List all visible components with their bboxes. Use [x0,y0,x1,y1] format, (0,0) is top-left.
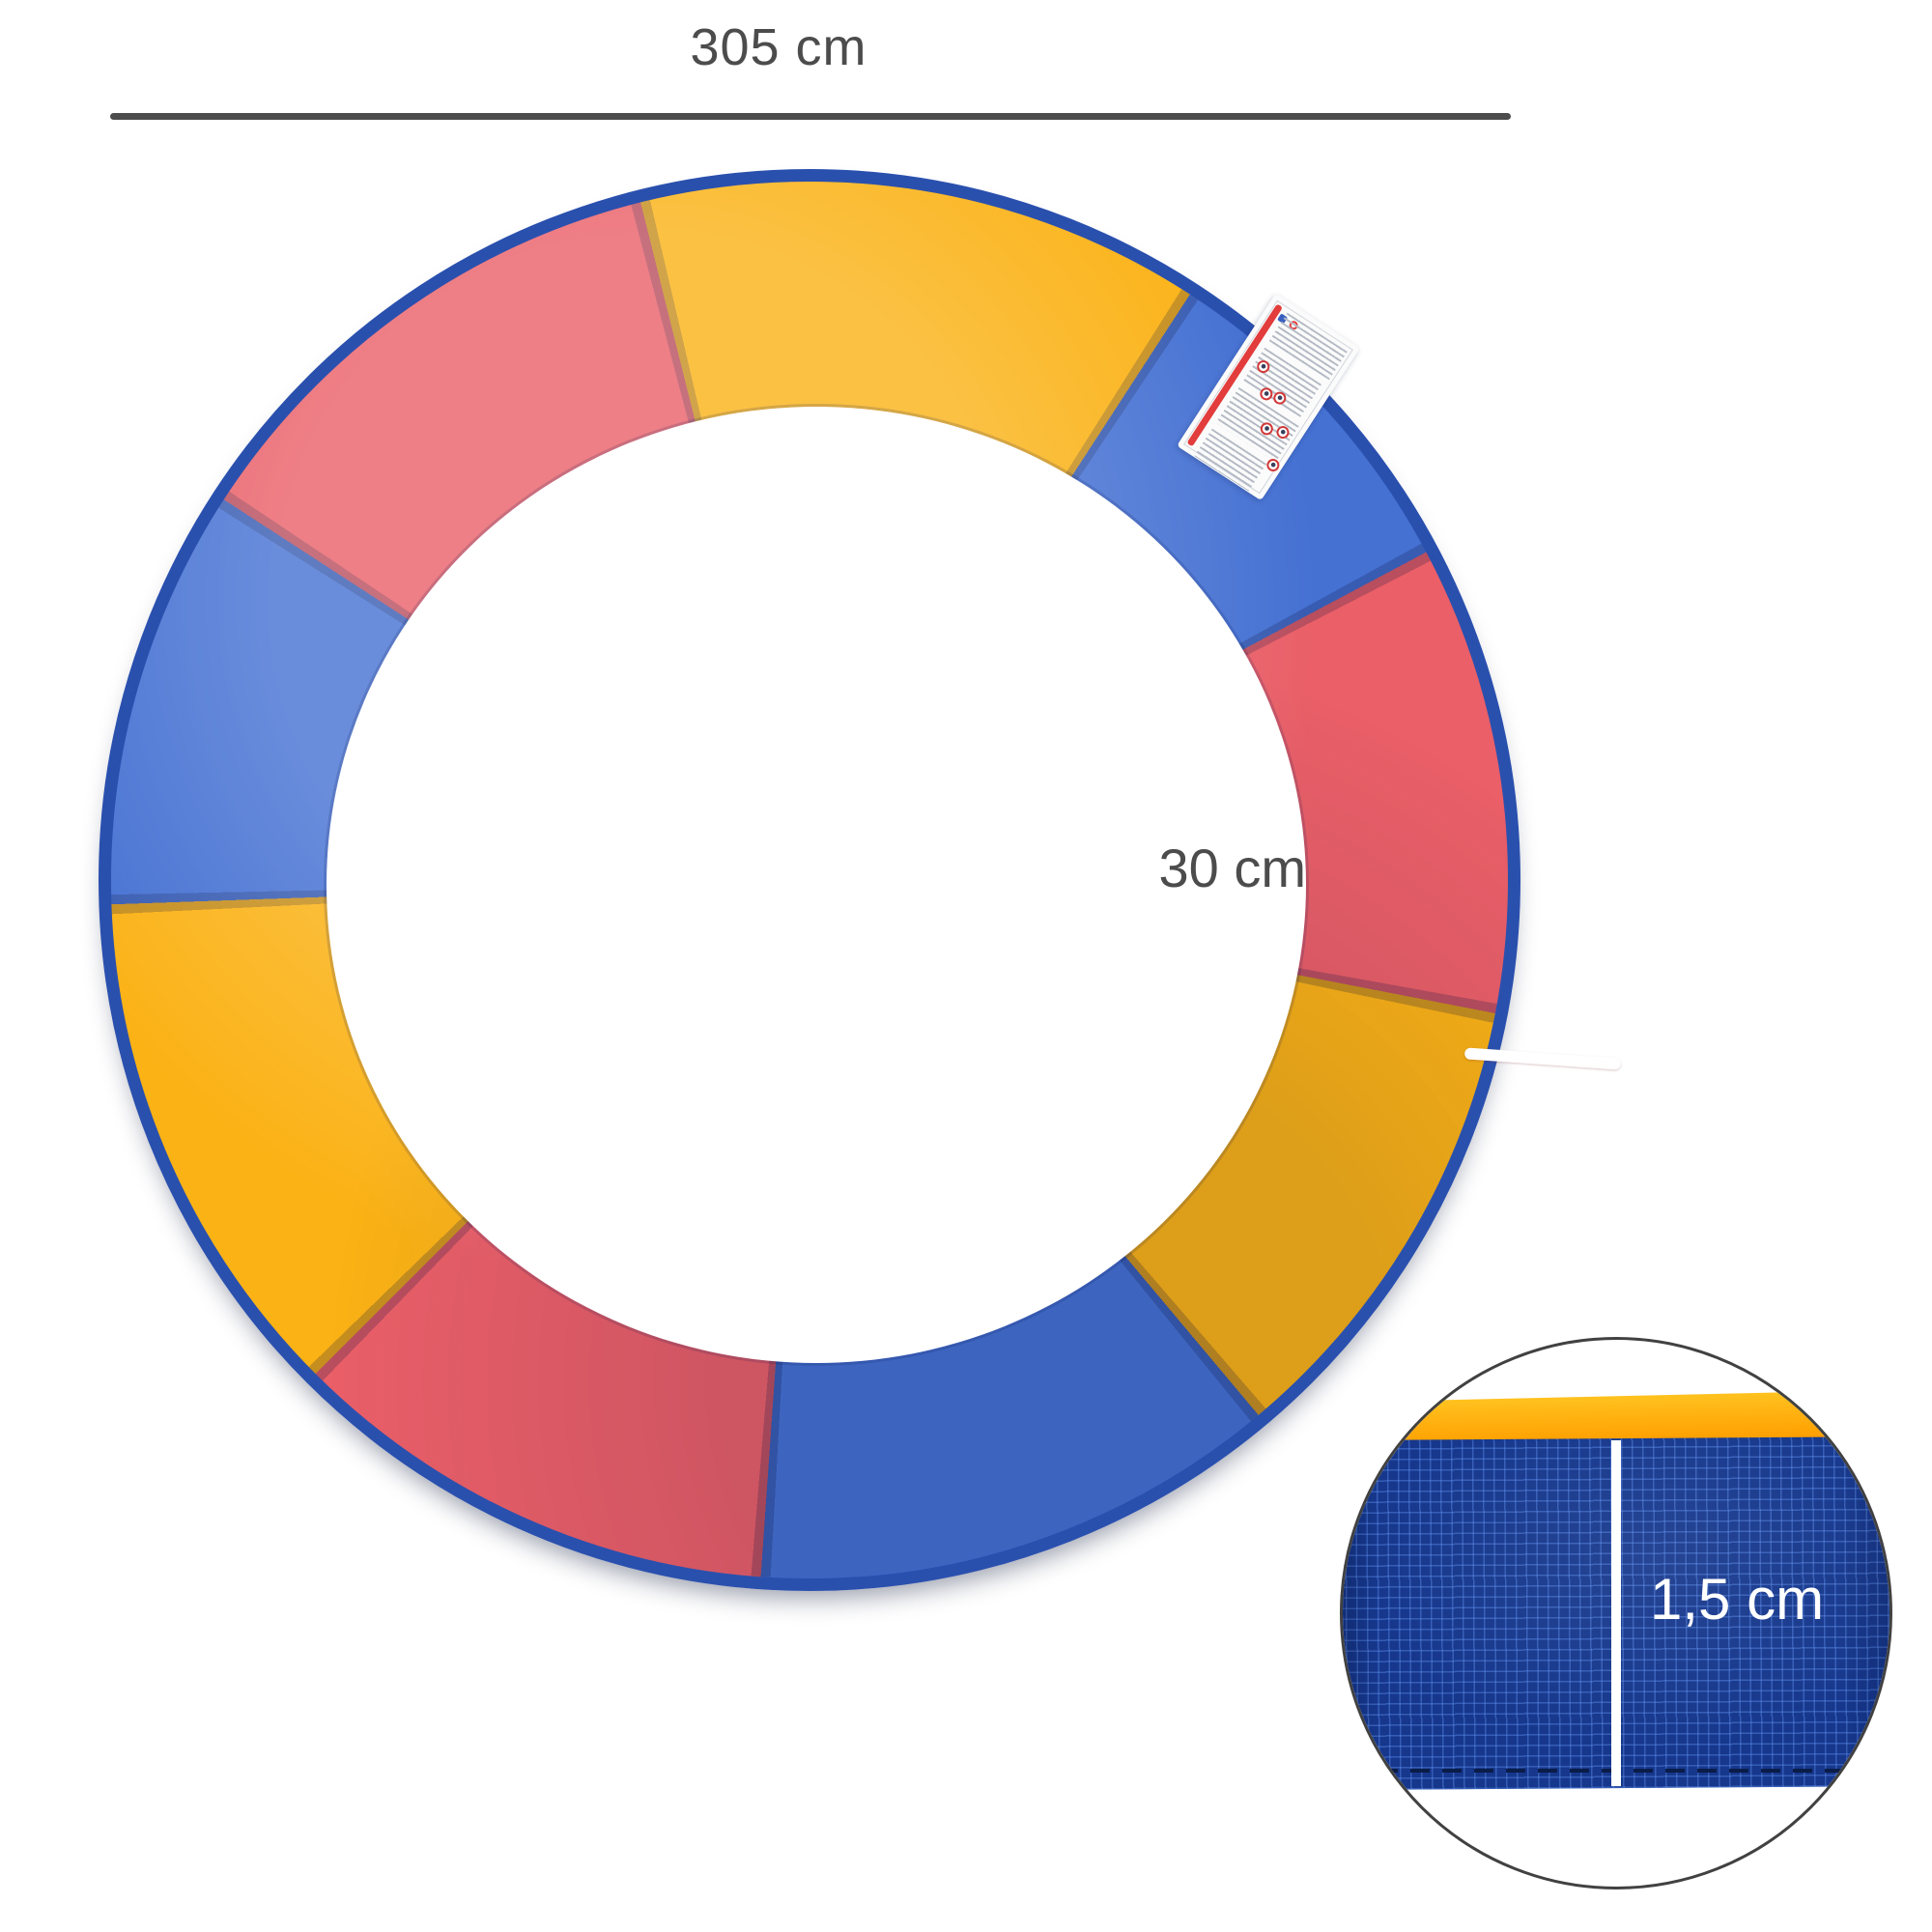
trampoline-pad-ring [99,169,1622,1591]
pad-inner-hole [327,407,1306,1363]
thickness-dimension-label: 1,5 cm [1650,1567,1825,1632]
thickness-marker-line [1611,1440,1621,1786]
diameter-dimension-label: 305 cm [690,18,867,76]
diameter-dimension-line [110,113,1511,120]
pad-width-dimension-label: 30 cm [1158,838,1307,898]
thickness-zoom-inset: 1,5 cm [1340,1337,1892,1889]
